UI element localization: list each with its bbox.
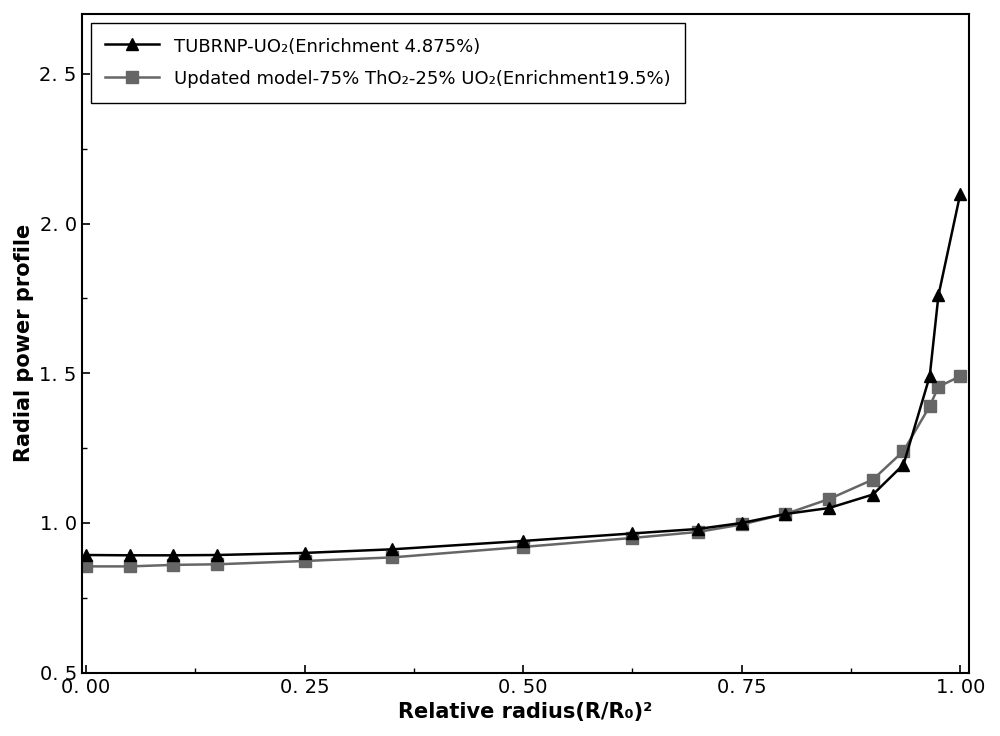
Line: TUBRNP-UO₂(Enrichment 4.875%): TUBRNP-UO₂(Enrichment 4.875%): [80, 188, 967, 562]
Updated model-75% ThO₂-25% UO₂(Enrichment19.5%): [736, 520, 748, 529]
Updated model-75% ThO₂-25% UO₂(Enrichment19.5%): [626, 534, 638, 542]
TUBRNP-UO₂(Enrichment 4.875%): [211, 551, 223, 559]
TUBRNP-UO₂(Enrichment 4.875%): [692, 525, 704, 534]
Updated model-75% ThO₂-25% UO₂(Enrichment19.5%): [779, 509, 791, 518]
Updated model-75% ThO₂-25% UO₂(Enrichment19.5%): [517, 542, 529, 551]
TUBRNP-UO₂(Enrichment 4.875%): [517, 537, 529, 545]
Updated model-75% ThO₂-25% UO₂(Enrichment19.5%): [80, 562, 92, 571]
TUBRNP-UO₂(Enrichment 4.875%): [299, 548, 311, 557]
Updated model-75% ThO₂-25% UO₂(Enrichment19.5%): [692, 528, 704, 537]
Line: Updated model-75% ThO₂-25% UO₂(Enrichment19.5%): Updated model-75% ThO₂-25% UO₂(Enrichmen…: [80, 371, 966, 572]
Updated model-75% ThO₂-25% UO₂(Enrichment19.5%): [124, 562, 136, 571]
TUBRNP-UO₂(Enrichment 4.875%): [736, 519, 748, 528]
TUBRNP-UO₂(Enrichment 4.875%): [386, 545, 398, 553]
TUBRNP-UO₂(Enrichment 4.875%): [167, 551, 179, 559]
Y-axis label: Radial power profile: Radial power profile: [14, 224, 34, 462]
Updated model-75% ThO₂-25% UO₂(Enrichment19.5%): [897, 447, 909, 456]
Updated model-75% ThO₂-25% UO₂(Enrichment19.5%): [932, 382, 944, 391]
TUBRNP-UO₂(Enrichment 4.875%): [124, 551, 136, 559]
TUBRNP-UO₂(Enrichment 4.875%): [626, 529, 638, 538]
TUBRNP-UO₂(Enrichment 4.875%): [779, 509, 791, 518]
Updated model-75% ThO₂-25% UO₂(Enrichment19.5%): [924, 402, 936, 411]
TUBRNP-UO₂(Enrichment 4.875%): [897, 460, 909, 469]
Updated model-75% ThO₂-25% UO₂(Enrichment19.5%): [954, 372, 966, 381]
Updated model-75% ThO₂-25% UO₂(Enrichment19.5%): [167, 561, 179, 570]
TUBRNP-UO₂(Enrichment 4.875%): [932, 291, 944, 300]
TUBRNP-UO₂(Enrichment 4.875%): [954, 189, 966, 198]
Updated model-75% ThO₂-25% UO₂(Enrichment19.5%): [823, 495, 835, 503]
Legend: TUBRNP-UO₂(Enrichment 4.875%), Updated model-75% ThO₂-25% UO₂(Enrichment19.5%): TUBRNP-UO₂(Enrichment 4.875%), Updated m…: [91, 23, 685, 103]
X-axis label: Relative radius(R/R₀)²: Relative radius(R/R₀)²: [398, 702, 652, 722]
TUBRNP-UO₂(Enrichment 4.875%): [823, 503, 835, 512]
TUBRNP-UO₂(Enrichment 4.875%): [867, 490, 879, 499]
Updated model-75% ThO₂-25% UO₂(Enrichment19.5%): [211, 560, 223, 569]
TUBRNP-UO₂(Enrichment 4.875%): [80, 551, 92, 559]
Updated model-75% ThO₂-25% UO₂(Enrichment19.5%): [867, 475, 879, 484]
Updated model-75% ThO₂-25% UO₂(Enrichment19.5%): [386, 553, 398, 562]
TUBRNP-UO₂(Enrichment 4.875%): [924, 372, 936, 381]
Updated model-75% ThO₂-25% UO₂(Enrichment19.5%): [299, 556, 311, 565]
